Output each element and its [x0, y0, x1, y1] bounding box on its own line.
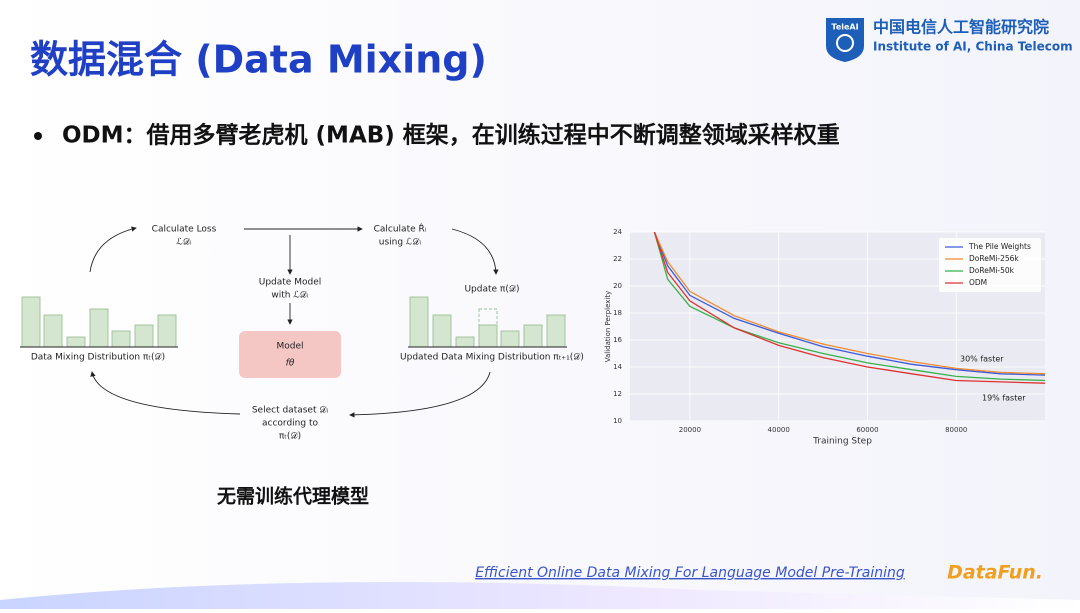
legend-label: DoReMi-50k — [969, 266, 1015, 275]
bullet-text: ODM：借用多臂老虎机 (MAB) 框架，在训练过程中不断调整领域采样权重 — [62, 122, 840, 149]
logo: TeleAI 中国电信人工智能研究院 Institute of AI, Chin… — [826, 18, 1073, 62]
y-axis-label: Validation Perplexity — [604, 291, 612, 363]
x-tick-label: 20000 — [679, 426, 701, 434]
node-label: Model — [276, 342, 303, 352]
annotation: 19% faster — [982, 394, 1026, 403]
y-tick-label: 12 — [613, 390, 622, 398]
x-tick-label: 40000 — [768, 426, 790, 434]
arrow — [89, 226, 137, 273]
y-tick-label: 24 — [613, 228, 622, 236]
x-tick-label: 60000 — [856, 426, 878, 434]
y-tick-label: 18 — [613, 309, 622, 317]
x-axis-label: Training Step — [812, 437, 872, 447]
logo-mark: TeleAI — [831, 23, 858, 32]
node-label: πₜ(𝒟) — [279, 432, 301, 442]
logo-shield — [826, 18, 864, 62]
annotation: 30% faster — [960, 355, 1004, 364]
node-label: Calculate R̂ᵢ — [374, 223, 427, 235]
footer-wave — [0, 582, 1080, 609]
bullet-dot — [34, 132, 42, 140]
org-en: Institute of AI, China Telecom — [873, 40, 1073, 54]
arrow — [451, 228, 499, 275]
legend-label: ODM — [969, 278, 987, 287]
y-tick-label: 22 — [613, 255, 622, 263]
arrow — [349, 371, 491, 418]
node-label: Data Mixing Distribution πₜ(𝒟) — [31, 353, 165, 363]
caption: 无需训练代理模型 — [217, 485, 369, 508]
legend-label: DoReMi-256k — [969, 254, 1019, 263]
series-line — [653, 232, 1045, 375]
node-label: Update Model — [259, 278, 321, 288]
diagram-labels: Calculate Loss ℒ𝒟ᵢ Calculate R̂ᵢ using ℒ𝒟ᵢ U… — [31, 223, 584, 442]
brand: DataFun. — [947, 562, 1043, 584]
diagram — [20, 226, 567, 418]
y-tick-label: 14 — [613, 363, 622, 371]
node-label: Updated Data Mixing Distribution πₜ₊₁(𝒟) — [400, 353, 584, 363]
y-tick-label: 10 — [613, 417, 622, 425]
title: 数据混合 (Data Mixing) — [30, 38, 487, 82]
x-tick-label: 80000 — [945, 426, 967, 434]
paper-link[interactable]: Efficient Online Data Mixing For Languag… — [475, 565, 905, 581]
node-label: according to — [262, 419, 318, 429]
y-tick-label: 16 — [613, 336, 622, 344]
node-label: Calculate Loss — [152, 225, 217, 235]
model-box — [239, 331, 341, 378]
line-chart: 10 12 14 16 18 20 22 24 20000 40000 60000 80000 Trai… — [604, 228, 1045, 447]
y-tick-label: 20 — [613, 282, 622, 290]
node-label: Select dataset 𝒟ᵢ — [252, 406, 329, 416]
node-label: ℒ𝒟ᵢ — [176, 238, 192, 248]
org-cn: 中国电信人工智能研究院 — [873, 18, 1049, 37]
series-line — [653, 232, 1045, 376]
node-label: fθ — [286, 359, 295, 369]
node-label: Update π(𝒟) — [464, 285, 519, 295]
legend-label: The Pile Weights — [968, 242, 1031, 251]
legend-box — [939, 238, 1041, 292]
series-line — [653, 232, 1045, 382]
node-label: with ℒ𝒟ᵢ — [271, 291, 309, 301]
logo-ring — [836, 34, 854, 52]
arrow — [90, 371, 241, 415]
series-line — [653, 232, 1045, 384]
node-label: using ℒ𝒟ᵢ — [379, 238, 422, 248]
